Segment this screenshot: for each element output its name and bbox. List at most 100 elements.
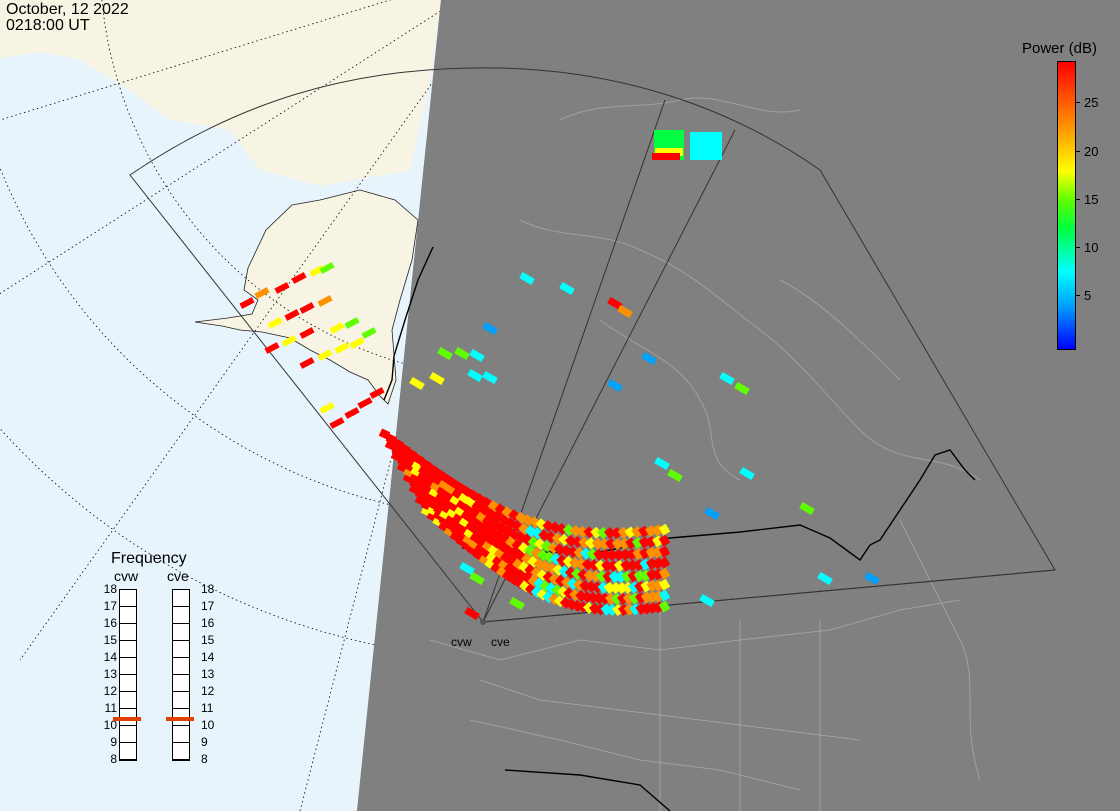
frequency-cell — [120, 692, 136, 709]
colorbar-tickmark — [1075, 151, 1080, 152]
timestamp-time: 0218:00 UT — [6, 17, 90, 34]
backscatter-cell — [626, 559, 639, 572]
frequency-cell — [120, 709, 136, 726]
frequency-scale-label: 12 — [103, 684, 117, 698]
backscatter-cell — [652, 153, 680, 160]
backscatter-cell — [641, 351, 657, 366]
frequency-scale-label: 13 — [103, 667, 117, 681]
backscatter-cell — [429, 371, 445, 386]
backscatter-cell — [291, 272, 307, 284]
backscatter-cell — [469, 348, 485, 363]
backscatter-cell — [622, 581, 634, 594]
backscatter-cell — [605, 538, 617, 551]
backscatter-cell — [690, 132, 722, 160]
backscatter-cell — [482, 370, 498, 385]
backscatter-cell — [606, 603, 619, 616]
backscatter-cell — [264, 342, 280, 354]
frequency-cell — [173, 709, 189, 726]
frequency-radar-label: cve — [167, 568, 189, 584]
colorbar-title: Power (dB) — [1022, 40, 1098, 57]
frequency-scale-label: 8 — [110, 752, 117, 766]
colorbar-tickmark — [1075, 295, 1080, 296]
backscatter-cell — [603, 581, 616, 594]
backscatter-cell — [658, 578, 671, 591]
backscatter-cell — [739, 466, 755, 481]
backscatter-cell — [591, 581, 604, 594]
frequency-cell — [173, 675, 189, 692]
backscatter-cell — [586, 548, 599, 561]
backscatter-cell — [613, 559, 626, 572]
frequency-scale-label: 18 — [103, 582, 117, 596]
backscatter-cell — [658, 567, 671, 580]
backscatter-cell — [583, 569, 596, 582]
backscatter-cell — [734, 381, 750, 396]
backscatter-cell — [628, 592, 641, 605]
backscatter-cell — [437, 346, 453, 361]
backscatter-cell — [317, 295, 333, 307]
backscatter-cell — [344, 317, 360, 329]
backscatter-cell — [639, 569, 652, 582]
backscatter-cell — [605, 592, 617, 605]
backscatter-cell — [799, 501, 815, 516]
backscatter-cell — [608, 571, 621, 584]
colorbar — [1057, 61, 1076, 350]
frequency-indicator-cvw — [113, 717, 141, 721]
frequency-scale-label: 9 — [110, 735, 117, 749]
siberia-landmass — [0, 0, 441, 186]
backscatter-cell — [467, 368, 483, 383]
backscatter-cell — [625, 537, 637, 550]
frequency-cell — [120, 743, 136, 760]
backscatter-cell — [596, 570, 608, 583]
frequency-column-cve — [172, 589, 190, 761]
frequency-scale-label: 15 — [201, 633, 215, 647]
backscatter-cell — [699, 593, 715, 608]
frequency-scale-label: 10 — [201, 718, 215, 732]
backscatter-cell — [591, 537, 604, 550]
backscatter-cell — [585, 537, 597, 550]
backscatter-cell — [597, 526, 609, 539]
backscatter-cell — [349, 337, 365, 349]
backscatter-cell — [615, 581, 628, 594]
frequency-cell — [173, 590, 189, 607]
backscatter-cell — [631, 537, 644, 550]
backscatter-cell — [319, 402, 335, 414]
night-side — [357, 0, 1120, 811]
frequency-scale-label: 15 — [103, 633, 117, 647]
colorbar-tick: 15 — [1084, 192, 1099, 207]
backscatter-cell — [562, 524, 575, 537]
frequency-indicator-cve — [166, 717, 194, 721]
backscatter-cell — [624, 526, 637, 539]
alaska-landmass — [194, 189, 419, 405]
backscatter-cell — [658, 600, 671, 613]
backscatter-cell — [614, 570, 627, 583]
frequency-scale-label: 13 — [201, 667, 215, 681]
frequency-cell — [120, 675, 136, 692]
colorbar-tickmark — [1075, 199, 1080, 200]
backscatter-cell — [581, 558, 594, 571]
backscatter-cell — [385, 433, 398, 445]
backscatter-cell — [299, 302, 315, 314]
frequency-scale-label: 16 — [103, 616, 117, 630]
frequency-scale-label: 14 — [103, 650, 117, 664]
backscatter-cell — [641, 602, 653, 615]
backscatter-cell — [593, 548, 606, 561]
colorbar-tickmark — [1075, 102, 1080, 103]
backscatter-cell — [601, 559, 613, 572]
backscatter-cell — [610, 526, 623, 539]
backscatter-cell — [599, 548, 612, 561]
backscatter-cell — [589, 570, 602, 583]
frequency-column-cvw — [119, 589, 137, 761]
backscatter-cell — [329, 417, 345, 429]
backscatter-cell — [632, 548, 645, 561]
frequency-cell — [120, 658, 136, 675]
coastlines-night — [429, 97, 981, 811]
frequency-scale-label: 10 — [103, 718, 117, 732]
backscatter-cell — [646, 569, 658, 581]
backscatter-cell — [634, 581, 646, 594]
colorbar-tick: 10 — [1084, 240, 1099, 255]
backscatter-cell — [704, 506, 720, 521]
backscatter-cell — [609, 582, 622, 595]
backscatter-cell — [329, 322, 345, 334]
frequency-scale-label: 18 — [201, 582, 215, 596]
backscatter-cell — [634, 592, 647, 605]
